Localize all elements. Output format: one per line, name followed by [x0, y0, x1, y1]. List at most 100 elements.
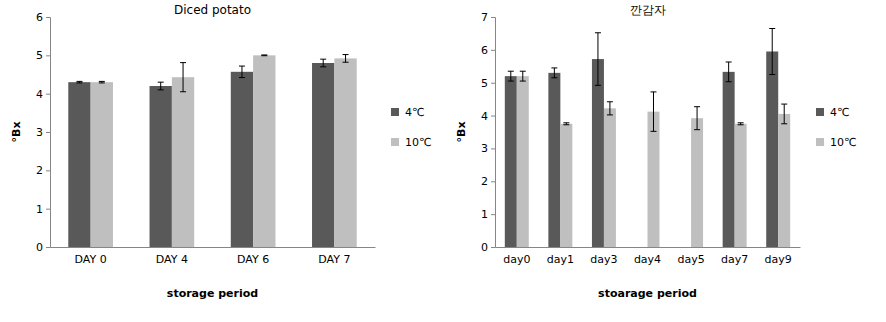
- bar: [723, 72, 735, 247]
- title: 깐감자: [630, 3, 666, 17]
- y-axis-title: °Bx: [455, 122, 468, 143]
- legend-label: 4℃: [405, 106, 424, 119]
- canvas: 0123456DAY 0DAY 4DAY 6DAY 7Diced potatos…: [0, 0, 886, 322]
- bar: [778, 114, 790, 247]
- error-cap: [180, 91, 186, 92]
- error-cap: [563, 124, 569, 125]
- tick-label: 4: [36, 88, 43, 101]
- tick: 0: [36, 241, 50, 254]
- bar: [604, 108, 616, 247]
- error-line: [653, 92, 654, 131]
- error-cap: [607, 114, 613, 115]
- legend-label: 10℃: [405, 136, 431, 149]
- error-cap: [607, 101, 613, 102]
- error-bar: [738, 123, 744, 125]
- error-cap: [726, 62, 732, 63]
- x-axis: DAY 0DAY 4DAY 6DAY 7: [51, 248, 376, 266]
- tick-label: 6: [36, 11, 43, 24]
- tick-label: DAY 0: [75, 253, 107, 266]
- y-axis: 0123456: [36, 11, 51, 254]
- tick: 2: [36, 164, 50, 177]
- error-cap: [320, 59, 326, 60]
- error-cap: [694, 129, 700, 130]
- axis-line: [491, 18, 496, 248]
- error-cap: [563, 122, 569, 123]
- error-bar: [261, 54, 267, 56]
- tick: day9: [765, 253, 792, 266]
- error-line: [510, 71, 511, 81]
- bar: [560, 124, 572, 247]
- tick-label: day7: [721, 253, 748, 266]
- error-cap: [508, 81, 514, 82]
- tick: day5: [677, 253, 704, 266]
- tick: 4: [481, 110, 495, 123]
- tick: day0: [503, 253, 530, 266]
- error-cap: [551, 77, 557, 78]
- tick-mark: [491, 247, 495, 248]
- error-bar: [551, 68, 557, 78]
- tick: 3: [481, 142, 495, 155]
- tick-mark: [46, 94, 50, 95]
- y-axis-title: °Bx: [10, 122, 23, 143]
- tick-label: day1: [547, 253, 574, 266]
- bar: [735, 124, 747, 247]
- error-line: [728, 62, 729, 82]
- error-bar: [320, 59, 326, 67]
- legend-swatch: [391, 108, 399, 116]
- tick-label: 5: [481, 77, 488, 90]
- error-bar: [520, 71, 526, 81]
- tick: 6: [36, 11, 50, 24]
- tick-mark: [491, 214, 495, 215]
- bar: [517, 76, 529, 247]
- axis-line: [496, 247, 801, 248]
- error-line: [160, 82, 161, 90]
- tick-label: day3: [590, 253, 617, 266]
- error-cap: [99, 81, 105, 82]
- tick: 7: [481, 11, 495, 24]
- bar: [691, 118, 703, 247]
- error-cap: [694, 106, 700, 107]
- error-bar: [99, 81, 105, 83]
- tick-mark: [491, 181, 495, 182]
- plot-area: [68, 55, 356, 247]
- tick-label: 7: [481, 11, 488, 24]
- tick-mark: [46, 132, 50, 133]
- error-bar: [76, 81, 82, 83]
- tick: 3: [36, 126, 50, 139]
- tick-label: 1: [481, 208, 488, 221]
- error-bar: [650, 92, 656, 131]
- error-cap: [99, 82, 105, 83]
- bar: [648, 112, 660, 247]
- chart: 0123456DAY 0DAY 4DAY 6DAY 7Diced potatos…: [10, 3, 431, 300]
- error-cap: [520, 81, 526, 82]
- legend: 4℃10℃: [816, 106, 856, 149]
- legend-swatch: [816, 138, 824, 146]
- x-axis: day0day1day3day4day5day7day9: [496, 248, 801, 266]
- error-cap: [595, 32, 601, 33]
- legend-swatch: [391, 138, 399, 146]
- error-line: [323, 59, 324, 67]
- bar: [548, 73, 560, 247]
- tick: DAY 7: [318, 253, 350, 266]
- error-line: [522, 71, 523, 81]
- error-cap: [261, 55, 267, 56]
- tick-label: 2: [36, 164, 43, 177]
- tick: 2: [481, 175, 495, 188]
- error-cap: [320, 66, 326, 67]
- error-cap: [650, 91, 656, 92]
- error-cap: [343, 62, 349, 63]
- legend: 4℃ 10℃: [391, 106, 431, 149]
- tick: 5: [481, 77, 495, 90]
- error-cap: [76, 82, 82, 83]
- error-cap: [781, 104, 787, 105]
- tick-label: 2: [481, 175, 488, 188]
- tick-label: 5: [36, 49, 43, 62]
- tick-label: day0: [503, 253, 530, 266]
- error-bar: [694, 107, 700, 130]
- tick: DAY 0: [75, 253, 107, 266]
- error-cap: [158, 82, 164, 83]
- tick-mark: [491, 50, 495, 51]
- series: [505, 29, 778, 248]
- x-axis-title: stoarage period: [598, 287, 697, 300]
- tick-mark: [46, 209, 50, 210]
